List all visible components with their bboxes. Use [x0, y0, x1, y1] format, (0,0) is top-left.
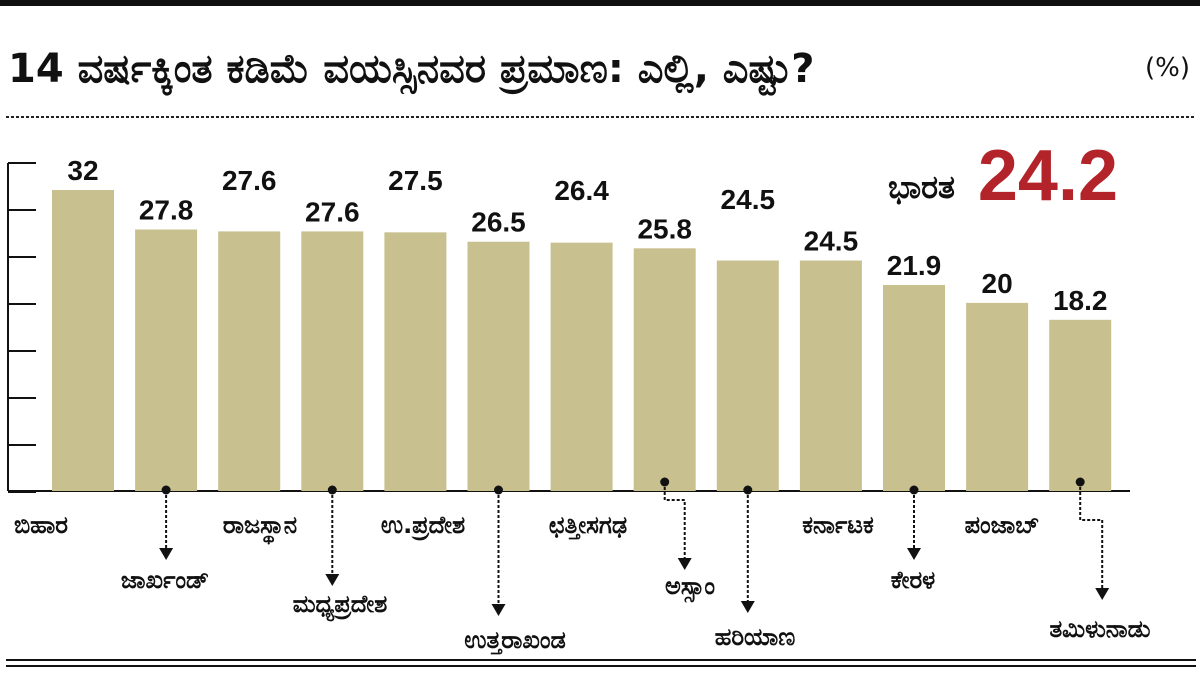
leader-arrowhead	[677, 558, 692, 570]
bar	[799, 260, 862, 491]
bar	[883, 285, 945, 491]
unit-label: (%)	[1145, 53, 1190, 83]
bar-value-label: 27.5	[388, 165, 443, 196]
bar-value-label: 27.6	[222, 165, 277, 196]
leader-arrowhead	[1095, 588, 1110, 600]
bar	[966, 302, 1029, 491]
national-label: ಭಾರತ	[888, 168, 955, 206]
category-label: ಮಧ್ಯಪ್ರದೇಶ	[293, 590, 388, 622]
bar	[135, 229, 198, 491]
category-label: ಕರ್ನಾಟಕ	[802, 511, 874, 539]
category-label: ಛತ್ತೀಸಗಢ	[549, 511, 627, 540]
bar-value-label: 21.9	[887, 250, 942, 281]
category-label: ಕೇರಳ	[891, 566, 935, 594]
top-rule	[0, 0, 1200, 6]
category-label: ಪಂಜಾಬ್	[965, 511, 1040, 539]
bar-value-label: 24.5	[804, 226, 859, 257]
bars-group	[52, 190, 1112, 491]
bar-value-label: 20	[982, 268, 1013, 299]
leader-arrowhead	[491, 604, 506, 616]
labels-group: 32 27.8 27.6 27.6 27.5 26.5 26.4 25.8 24.5 24.5 21…	[14, 155, 1151, 655]
bar	[467, 241, 530, 491]
bar-value-label: 25.8	[637, 213, 692, 244]
national-value: 24.2	[978, 136, 1118, 216]
bar-value-label: 32	[67, 155, 98, 186]
bar-value-label: 26.5	[471, 207, 526, 238]
bar-value-label: 27.8	[139, 195, 194, 226]
leader-arrowhead	[159, 548, 174, 560]
bar	[633, 248, 696, 491]
leader-line	[1079, 482, 1104, 588]
leaders-group	[159, 477, 1110, 616]
bar	[716, 260, 779, 491]
category-label: ಹರಿಯಾಣ	[715, 623, 796, 651]
bar-value-label: 27.6	[305, 196, 360, 227]
category-label: ಉತ್ತರಾಖಂಡ	[464, 626, 566, 655]
leader-arrowhead	[325, 574, 340, 586]
category-label: ಬಿಹಾರ	[14, 511, 68, 539]
category-label: ಅಸ್ಸಾಂ	[665, 572, 715, 603]
category-label: ಜಾರ್ಖಂಡ್	[121, 566, 209, 594]
category-label: ತಮಿಳುನಾಡು	[1049, 615, 1150, 643]
bar-value-label: 24.5	[721, 184, 776, 215]
bar	[301, 231, 364, 491]
bar	[1049, 319, 1112, 491]
category-label: ರಾಜಸ್ಥಾನ	[223, 511, 297, 545]
bar-value-label: 26.4	[554, 175, 609, 206]
bar-value-label: 18.2	[1053, 285, 1108, 316]
bar	[384, 232, 447, 491]
category-label: ಉ.ಪ್ರದೇಶ	[381, 511, 465, 541]
bar	[550, 242, 613, 491]
chart-title: 14 ವರ್ಷಕ್ಕಿಂತ ಕಡಿಮೆ ವಯಸ್ಸಿನವರ ಪ್ರಮಾಣ: ಎಲ…	[8, 46, 815, 96]
leader-arrowhead	[907, 548, 921, 560]
bar	[52, 190, 114, 491]
leader-line	[663, 482, 686, 558]
bar	[218, 231, 281, 491]
leader-arrowhead	[740, 601, 755, 613]
